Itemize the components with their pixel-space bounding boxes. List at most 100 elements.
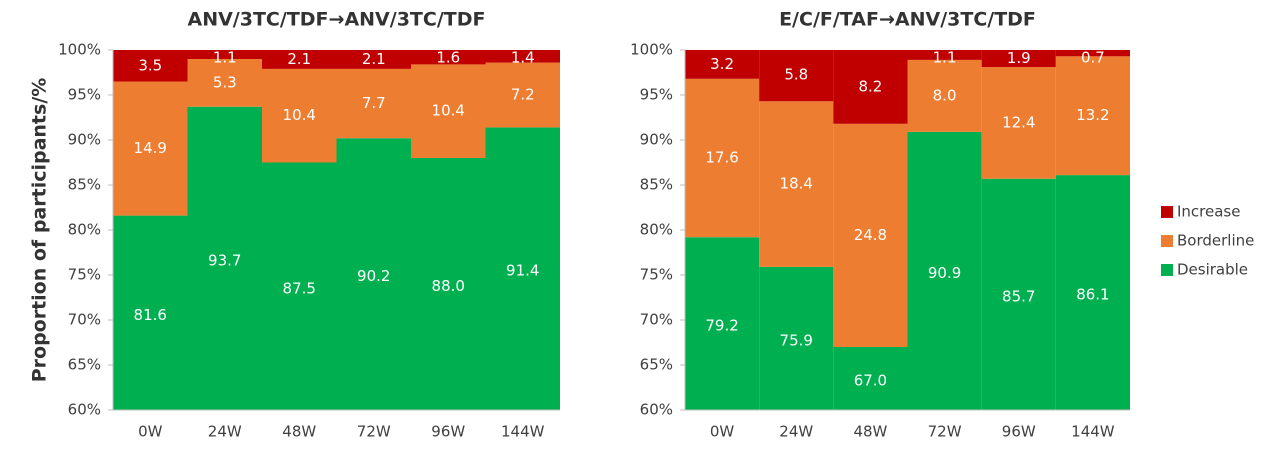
data-label: 0.7: [1081, 49, 1105, 67]
bar-segment: [833, 347, 908, 410]
data-label: 12.4: [1002, 113, 1035, 131]
x-tick-label: 144W: [1071, 423, 1115, 441]
bar-segment: [113, 215, 188, 410]
data-label: 3.2: [710, 55, 734, 73]
data-label: 17.6: [705, 149, 738, 167]
data-label: 86.1: [1076, 286, 1109, 304]
data-label: 2.1: [287, 50, 311, 68]
y-tick-label: 100%: [58, 41, 101, 59]
bar-segment: [981, 50, 1056, 68]
bar-segment: [262, 162, 337, 410]
x-tick-label: 48W: [282, 423, 316, 441]
bar-segment: [833, 50, 908, 124]
data-label: 79.2: [705, 317, 738, 335]
data-label: 18.4: [780, 175, 813, 193]
legend-swatch: [1161, 235, 1173, 247]
y-tick-label: 60%: [640, 401, 673, 419]
data-label: 7.7: [362, 94, 386, 112]
data-label: 24.8: [854, 226, 887, 244]
data-label: 1.6: [436, 49, 460, 67]
data-label: 91.4: [506, 262, 539, 280]
data-label: 90.9: [928, 264, 961, 282]
x-tick-label: 0W: [710, 423, 735, 441]
x-tick-label: 72W: [928, 423, 962, 441]
data-label: 2.1: [362, 50, 386, 68]
data-label: 5.3: [213, 73, 237, 91]
data-label: 81.6: [134, 306, 167, 324]
bar-segment: [981, 67, 1056, 179]
data-label: 3.5: [138, 56, 162, 74]
data-label: 1.1: [213, 49, 237, 67]
y-tick-label: 75%: [68, 266, 101, 284]
data-label: 85.7: [1002, 287, 1035, 305]
legend-swatch: [1161, 206, 1173, 218]
bar-segment: [336, 138, 411, 410]
data-label: 90.2: [357, 267, 390, 285]
bar-segment: [113, 50, 188, 82]
data-label: 10.4: [432, 102, 465, 120]
data-label: 8.0: [933, 86, 957, 104]
x-tick-label: 96W: [1002, 423, 1036, 441]
bar-segment: [907, 59, 982, 132]
bar-segment: [833, 123, 908, 347]
data-label: 75.9: [780, 331, 813, 349]
data-label: 10.4: [283, 106, 316, 124]
bar-segment: [485, 62, 560, 128]
data-label: 1.1: [933, 49, 957, 67]
data-label: 67.0: [854, 372, 887, 390]
x-tick-label: 24W: [779, 423, 813, 441]
y-tick-label: 80%: [68, 221, 101, 239]
bar-segment: [685, 78, 760, 238]
bar-segment: [485, 50, 560, 63]
y-tick-label: 80%: [640, 221, 673, 239]
data-label: 7.2: [511, 86, 535, 104]
bar-segment: [759, 50, 834, 102]
data-label: 88.0: [432, 277, 465, 295]
bar-segment: [1055, 175, 1130, 410]
y-tick-label: 100%: [630, 41, 673, 59]
bar-segment: [187, 59, 262, 107]
y-tick-label: 95%: [640, 86, 673, 104]
bar-segment: [759, 266, 834, 410]
bar-segment: [411, 50, 486, 65]
y-tick-label: 70%: [68, 311, 101, 329]
bar-segment: [262, 50, 337, 69]
y-tick-label: 65%: [68, 356, 101, 374]
data-label: 87.5: [283, 279, 316, 297]
y-tick-label: 75%: [640, 266, 673, 284]
bar-segment: [187, 50, 262, 59]
x-tick-label: 0W: [138, 423, 163, 441]
y-tick-label: 90%: [640, 131, 673, 149]
data-label: 1.4: [511, 49, 535, 67]
bar-segment: [685, 50, 760, 79]
bar-segment: [981, 178, 1056, 410]
bar-segment: [411, 64, 486, 158]
y-axis-label: Proportion of participants/%: [29, 78, 51, 383]
bar-segment: [1055, 56, 1130, 176]
x-tick-label: 96W: [431, 423, 465, 441]
y-tick-label: 85%: [68, 176, 101, 194]
bar-segment: [907, 50, 982, 60]
y-tick-label: 60%: [68, 401, 101, 419]
data-label: 5.8: [784, 66, 808, 84]
y-tick-label: 90%: [68, 131, 101, 149]
x-tick-label: 48W: [853, 423, 887, 441]
bar-segment: [262, 68, 337, 163]
chart-title: ANV/3TC/TDF→ANV/3TC/TDF: [188, 9, 486, 31]
plot: [113, 50, 560, 410]
plot: [685, 50, 1130, 410]
bar-segment: [113, 81, 188, 216]
bar-segment: [759, 101, 834, 267]
y-tick-label: 95%: [68, 86, 101, 104]
bar-segment: [336, 50, 411, 69]
y-tick-label: 65%: [640, 356, 673, 374]
x-tick-label: 72W: [357, 423, 391, 441]
x-tick-label: 24W: [208, 423, 242, 441]
data-label: 8.2: [858, 77, 882, 95]
bar-segment: [336, 68, 411, 139]
bar-segment: [907, 131, 982, 410]
legend-label: Desirable: [1177, 261, 1248, 279]
data-label: 1.9: [1007, 49, 1031, 67]
data-label: 14.9: [134, 139, 167, 157]
